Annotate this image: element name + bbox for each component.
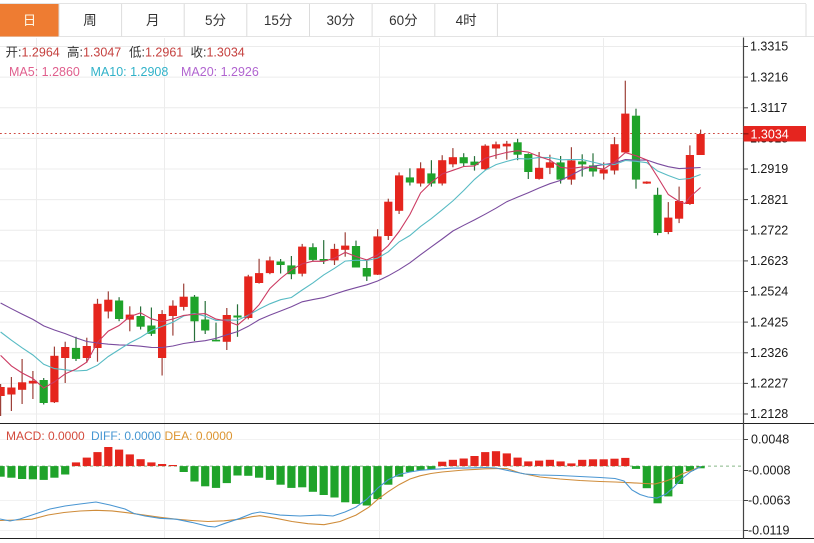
svg-text:4时: 4时	[456, 13, 477, 28]
svg-text:DIFF: 0.0000: DIFF: 0.0000	[91, 429, 161, 443]
svg-text:1.2425: 1.2425	[750, 315, 788, 329]
svg-text:15分: 15分	[264, 13, 293, 28]
svg-text:日: 日	[23, 13, 37, 28]
svg-text:周: 周	[83, 13, 97, 28]
svg-text:-0.0063: -0.0063	[748, 494, 790, 508]
svg-text:60分: 60分	[389, 13, 418, 28]
svg-text:5分: 5分	[205, 13, 226, 28]
svg-text:1.2128: 1.2128	[750, 407, 788, 421]
svg-text:1.3034: 1.3034	[751, 127, 789, 141]
svg-text:MA5: 1.2860: MA5: 1.2860	[9, 65, 80, 79]
svg-text:1.3216: 1.3216	[750, 70, 788, 84]
svg-text:MA10: 1.2908: MA10: 1.2908	[91, 65, 169, 79]
svg-text:MACD: 0.0000: MACD: 0.0000	[6, 429, 85, 443]
svg-text:开:1.2964: 开:1.2964	[6, 46, 60, 60]
svg-text:月: 月	[146, 13, 160, 28]
svg-text:1.2722: 1.2722	[750, 223, 788, 237]
svg-text:-0.0119: -0.0119	[748, 524, 790, 538]
svg-text:1.2524: 1.2524	[750, 285, 788, 299]
svg-text:1.2326: 1.2326	[750, 346, 788, 360]
svg-text:0.0048: 0.0048	[751, 433, 789, 447]
svg-text:MA20: 1.2926: MA20: 1.2926	[181, 65, 259, 79]
svg-text:低:1.2961: 低:1.2961	[129, 46, 183, 60]
svg-text:高:1.3047: 高:1.3047	[67, 45, 121, 60]
svg-text:-0.0008: -0.0008	[748, 464, 790, 478]
svg-text:1.2919: 1.2919	[750, 162, 788, 176]
svg-text:1.2821: 1.2821	[750, 193, 788, 207]
svg-text:1.3315: 1.3315	[750, 40, 788, 54]
svg-text:30分: 30分	[327, 13, 356, 28]
svg-text:1.2227: 1.2227	[750, 377, 788, 391]
svg-text:1.2623: 1.2623	[750, 254, 788, 268]
svg-text:DEA: 0.0000: DEA: 0.0000	[165, 429, 233, 443]
svg-text:收:1.3034: 收:1.3034	[191, 46, 245, 60]
svg-text:1.3117: 1.3117	[750, 101, 787, 115]
